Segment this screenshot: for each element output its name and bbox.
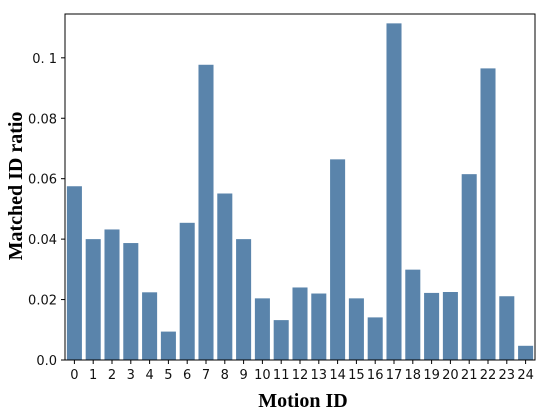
x-tick-label: 7 [202, 368, 210, 383]
bar-9 [236, 239, 252, 360]
bar-10 [254, 298, 270, 360]
bar-19 [424, 292, 440, 360]
x-tick-label: 22 [480, 368, 497, 383]
x-axis: 0 1 2 3 4 5 6 7 8 9 10 11 12 13 14 15 16 17 18 19 20 21 22 23 24 [70, 360, 534, 383]
bar-7 [198, 64, 214, 360]
bar-22 [480, 68, 496, 361]
x-tick-label: 2 [108, 368, 116, 383]
y-tick-label: 0.02 [28, 294, 57, 309]
plot-frame [64, 13, 536, 361]
x-axis-title: Motion ID [258, 390, 347, 412]
x-tick-label: 24 [517, 368, 534, 383]
bar-8 [217, 193, 233, 360]
bar-2 [104, 229, 120, 360]
x-tick-label: 15 [348, 368, 365, 383]
x-tick-label: 23 [499, 368, 516, 383]
x-tick-label: 4 [145, 368, 153, 383]
x-tick-label: 18 [405, 368, 422, 383]
y-tick-label: 0.04 [28, 233, 57, 248]
y-tick-label: 0.08 [28, 112, 57, 127]
bar-3 [123, 243, 139, 360]
bar-12 [292, 287, 308, 360]
y-tick-label: 0. 1 [32, 52, 57, 67]
x-tick-label: 3 [127, 368, 135, 383]
bar-16 [367, 317, 383, 360]
x-tick-label: 1 [89, 368, 97, 383]
bar-14 [330, 159, 346, 360]
x-tick-label: 20 [442, 368, 459, 383]
x-tick-label: 5 [164, 368, 172, 383]
x-tick-label: 0 [70, 368, 78, 383]
bar-5 [160, 331, 176, 360]
x-tick-label: 8 [221, 368, 229, 383]
y-axis: 0.0 0.02 0.04 0.06 0.08 0. 1 [28, 52, 65, 369]
x-tick-label: 12 [292, 368, 309, 383]
bar-6 [179, 222, 195, 360]
bar-21 [461, 174, 477, 360]
x-tick-label: 14 [329, 368, 346, 383]
bar-11 [273, 320, 289, 360]
x-tick-label: 11 [273, 368, 290, 383]
bar-24 [518, 345, 534, 360]
bar-18 [405, 269, 421, 360]
x-tick-label: 6 [183, 368, 191, 383]
x-tick-label: 19 [423, 368, 440, 383]
bar-15 [348, 298, 364, 360]
y-axis-title: Matched ID ratio [5, 112, 27, 261]
x-tick-label: 17 [386, 368, 403, 383]
x-tick-label: 13 [311, 368, 328, 383]
bar-23 [499, 296, 515, 360]
bar-17 [386, 23, 402, 361]
y-tick-label: 0.0 [36, 354, 57, 369]
x-tick-label: 21 [461, 368, 478, 383]
bars-group [66, 23, 534, 361]
bar-4 [142, 292, 158, 360]
y-tick-label: 0.06 [28, 173, 57, 188]
bar-0 [66, 186, 82, 360]
x-tick-label: 16 [367, 368, 384, 383]
x-tick-label: 10 [254, 368, 271, 383]
bar-13 [311, 293, 327, 360]
bar-20 [442, 292, 458, 360]
bar-1 [85, 239, 101, 360]
x-tick-label: 9 [239, 368, 247, 383]
